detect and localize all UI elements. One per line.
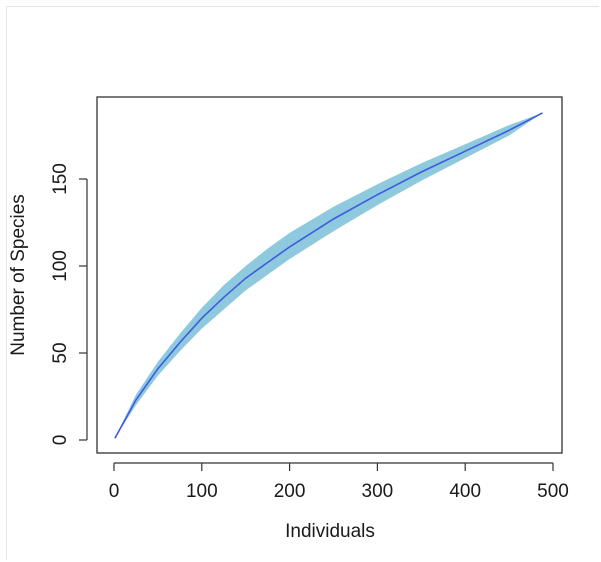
x-axis: 0 100 200 300 400 500	[109, 462, 569, 502]
plot-area-border	[96, 96, 563, 454]
y-axis: 0 50 100 150	[50, 163, 88, 446]
figure-frame	[6, 6, 599, 560]
species-accumulation-line	[114, 112, 543, 439]
y-tick-label: 100	[50, 250, 71, 282]
x-tick-label: 100	[186, 481, 218, 502]
x-tick-label: 300	[362, 481, 394, 502]
y-tick-label: 50	[50, 342, 71, 363]
x-tick-label: 0	[109, 481, 120, 502]
y-tick-label: 150	[50, 163, 71, 195]
x-tick-label: 200	[274, 481, 306, 502]
y-axis-title: Number of Species	[8, 194, 29, 356]
x-tick-label: 500	[537, 481, 569, 502]
y-tick-label: 0	[50, 435, 71, 446]
confidence-band	[114, 112, 543, 439]
x-tick-label: 400	[449, 481, 481, 502]
x-axis-title: Individuals	[285, 521, 375, 542]
